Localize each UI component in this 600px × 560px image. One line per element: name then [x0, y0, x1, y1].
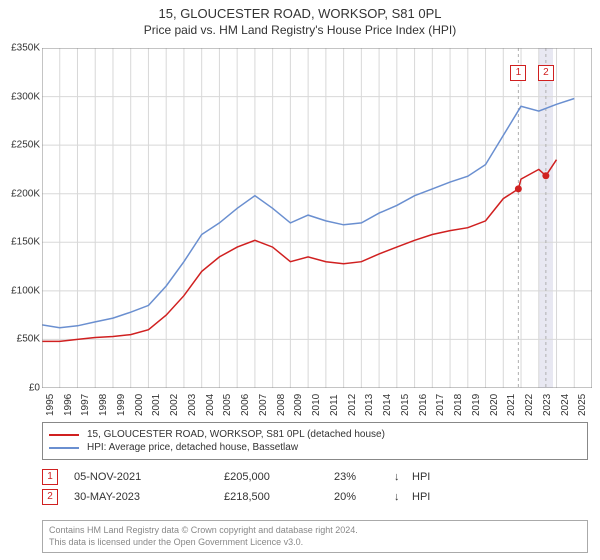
sale-hpi-label: HPI — [412, 471, 452, 483]
chart-title-block: 15, GLOUCESTER ROAD, WORKSOP, S81 0PL Pr… — [0, 0, 600, 37]
x-tick-label: 2021 — [506, 394, 517, 416]
x-tick-label: 1997 — [80, 394, 91, 416]
x-tick-label: 2011 — [329, 394, 340, 416]
legend-item: 15, GLOUCESTER ROAD, WORKSOP, S81 0PL (d… — [49, 429, 581, 440]
down-arrow-icon: ↓ — [394, 471, 412, 483]
x-tick-label: 2008 — [276, 394, 287, 416]
y-tick-label: £100K — [2, 285, 40, 296]
x-tick-label: 2025 — [577, 394, 588, 416]
x-tick-label: 2009 — [293, 394, 304, 416]
sale-row: 1 05-NOV-2021£205,00023%↓HPI — [42, 469, 588, 485]
x-tick-label: 2000 — [134, 394, 145, 416]
down-arrow-icon: ↓ — [394, 491, 412, 503]
sale-date: 30-MAY-2023 — [74, 491, 224, 503]
legend-swatch — [49, 434, 79, 436]
legend-swatch — [49, 447, 79, 449]
y-tick-label: £200K — [2, 188, 40, 199]
x-tick-label: 2012 — [347, 394, 358, 416]
footer-line1: Contains HM Land Registry data © Crown c… — [49, 525, 581, 537]
sale-pct: 20% — [334, 491, 394, 503]
y-tick-label: £150K — [2, 237, 40, 248]
x-tick-label: 2017 — [435, 394, 446, 416]
legend-label: HPI: Average price, detached house, Bass… — [87, 442, 298, 453]
footer-line2: This data is licensed under the Open Gov… — [49, 537, 581, 549]
x-tick-label: 2014 — [382, 394, 393, 416]
legend-item: HPI: Average price, detached house, Bass… — [49, 442, 581, 453]
x-tick-label: 1996 — [63, 394, 74, 416]
sale-row: 2 30-MAY-2023£218,50020%↓HPI — [42, 489, 588, 505]
x-tick-label: 2010 — [311, 394, 322, 416]
legend-label: 15, GLOUCESTER ROAD, WORKSOP, S81 0PL (d… — [87, 429, 385, 440]
chart-area — [42, 48, 592, 388]
x-tick-label: 2016 — [418, 394, 429, 416]
y-tick-label: £250K — [2, 140, 40, 151]
x-tick-label: 2006 — [240, 394, 251, 416]
sale-date: 05-NOV-2021 — [74, 471, 224, 483]
x-tick-label: 1999 — [116, 394, 127, 416]
sale-marker-2: 2 — [42, 489, 58, 505]
chart-marker-2: 2 — [538, 65, 554, 81]
sale-hpi-label: HPI — [412, 491, 452, 503]
sale-price: £205,000 — [224, 471, 334, 483]
y-tick-label: £350K — [2, 43, 40, 54]
sale-price: £218,500 — [224, 491, 334, 503]
x-tick-label: 2002 — [169, 394, 180, 416]
x-tick-label: 2003 — [187, 394, 198, 416]
y-tick-label: £300K — [2, 91, 40, 102]
x-tick-label: 2018 — [453, 394, 464, 416]
x-tick-label: 1998 — [98, 394, 109, 416]
sale-marker-1: 1 — [42, 469, 58, 485]
sales-table: 1 05-NOV-2021£205,00023%↓HPI 2 30-MAY-2023£… — [42, 465, 588, 509]
x-tick-label: 2024 — [560, 394, 571, 416]
title-line2: Price paid vs. HM Land Registry's House … — [0, 23, 600, 37]
sale-pct: 23% — [334, 471, 394, 483]
y-tick-label: £0 — [2, 383, 40, 394]
x-tick-label: 1995 — [45, 394, 56, 416]
x-tick-label: 2001 — [151, 394, 162, 416]
x-tick-label: 2023 — [542, 394, 553, 416]
x-tick-label: 2007 — [258, 394, 269, 416]
title-line1: 15, GLOUCESTER ROAD, WORKSOP, S81 0PL — [0, 6, 600, 21]
x-tick-label: 2022 — [524, 394, 535, 416]
x-tick-label: 2015 — [400, 394, 411, 416]
y-tick-label: £50K — [2, 334, 40, 345]
x-tick-label: 2013 — [364, 394, 375, 416]
legend-box: 15, GLOUCESTER ROAD, WORKSOP, S81 0PL (d… — [42, 422, 588, 460]
chart-svg — [42, 48, 592, 388]
chart-marker-1: 1 — [510, 65, 526, 81]
x-tick-label: 2019 — [471, 394, 482, 416]
x-tick-label: 2020 — [489, 394, 500, 416]
footer-attribution: Contains HM Land Registry data © Crown c… — [42, 520, 588, 553]
x-tick-label: 2005 — [222, 394, 233, 416]
x-tick-label: 2004 — [205, 394, 216, 416]
